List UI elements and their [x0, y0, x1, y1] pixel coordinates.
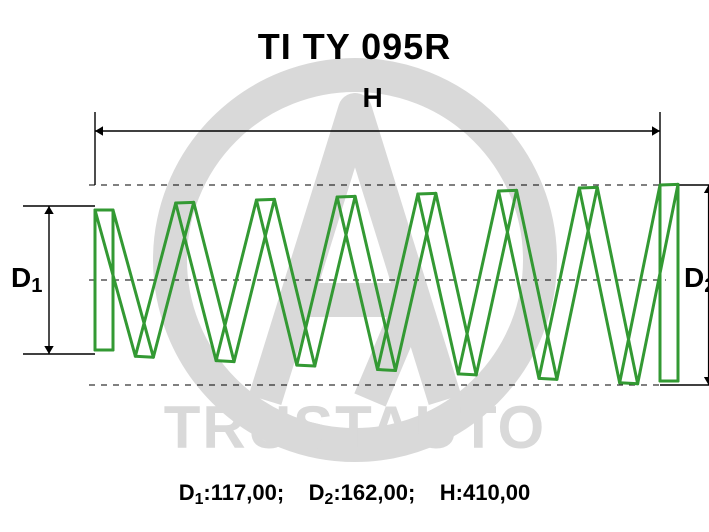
- dimensions-legend: D1:117,00; D2:162,00; H:410,00: [0, 480, 709, 506]
- spring-diagram: [0, 0, 709, 532]
- diagram-canvas: TRUSTAUTO TI TY 095R H D1 D2 D1:117,00; …: [0, 0, 709, 532]
